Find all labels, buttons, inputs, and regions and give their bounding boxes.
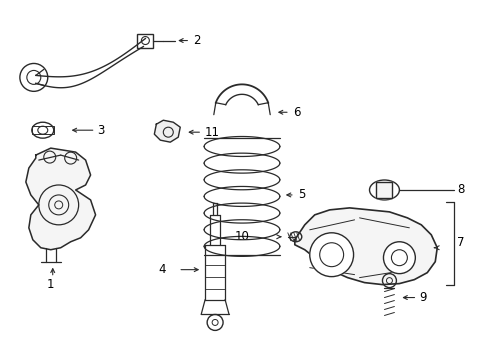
Polygon shape [26, 148, 95, 250]
Bar [376, 182, 392, 198]
Text: 2: 2 [193, 34, 200, 47]
Circle shape [383, 242, 414, 274]
Text: 6: 6 [292, 106, 300, 119]
Bar [32, 126, 54, 134]
Text: 1: 1 [47, 278, 54, 291]
Polygon shape [154, 120, 180, 142]
Text: 5: 5 [297, 188, 305, 202]
Circle shape [309, 233, 353, 276]
Polygon shape [294, 208, 436, 285]
Text: 9: 9 [419, 291, 426, 304]
Text: 4: 4 [159, 263, 166, 276]
Text: 7: 7 [456, 236, 464, 249]
Text: 3: 3 [98, 124, 105, 137]
Text: 10: 10 [235, 230, 249, 243]
Text: 8: 8 [456, 184, 464, 197]
Bar [376, 182, 392, 198]
Text: 11: 11 [205, 126, 220, 139]
Circle shape [55, 201, 62, 209]
Bar [137, 33, 153, 48]
